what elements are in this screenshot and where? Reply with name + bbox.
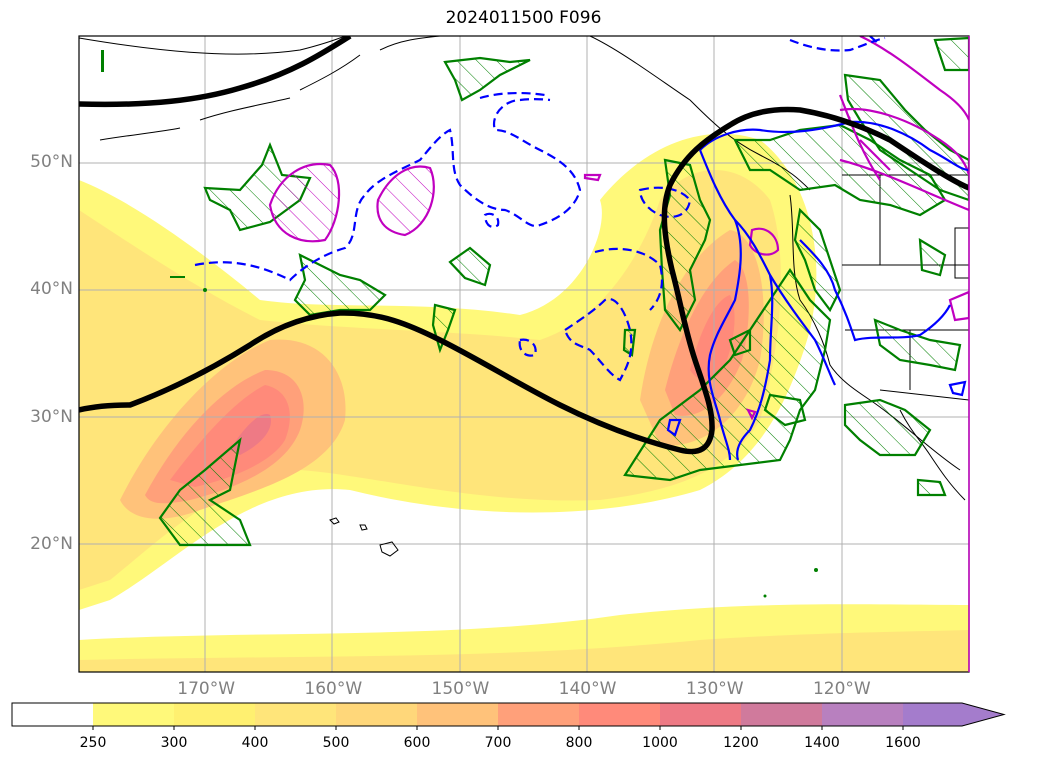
colorbar-tick-label: 300 [160, 735, 188, 751]
colorbar-tick-label: 250 [79, 735, 107, 751]
small-features [101, 50, 818, 598]
map-plot-area [79, 36, 969, 672]
lat-label: 20°N [30, 533, 73, 554]
lon-label: 140°W [558, 679, 617, 699]
colorbar-swatch [903, 703, 962, 726]
colorbar-swatch [579, 703, 660, 726]
lat-label: 30°N [30, 406, 73, 427]
lat-label: 40°N [30, 279, 73, 300]
colorbar-swatch [822, 703, 903, 726]
colorbar-tick-label: 1600 [885, 735, 921, 751]
colorbar-swatch [12, 703, 93, 726]
colorbar-extend-arrow [962, 703, 1004, 726]
colorbar [11, 702, 1006, 730]
colorbar-tick-label: 500 [322, 735, 350, 751]
green-hatched-regions [158, 36, 969, 547]
lat-label: 50°N [30, 152, 73, 173]
colorbar-swatch [336, 703, 417, 726]
colorbar-tick-label: 600 [403, 735, 431, 751]
lon-label: 120°W [812, 679, 871, 699]
colorbar-swatch [417, 703, 498, 726]
lon-label: 170°W [177, 679, 236, 699]
colorbar-tick-label: 400 [241, 735, 269, 751]
lon-label: 150°W [431, 679, 490, 699]
colorbar-swatch [660, 703, 741, 726]
colorbar-tick-label: 1000 [642, 735, 678, 751]
colorbar-tick-label: 1200 [723, 735, 759, 751]
colorbar-outline [11, 702, 1006, 727]
magenta-contours [268, 36, 969, 421]
lon-label: 130°W [685, 679, 744, 699]
colorbar-tick-label: 800 [565, 735, 593, 751]
map-title: 2024011500 F096 [445, 8, 602, 28]
colorbar-tick-label: 1400 [804, 735, 840, 751]
thick-black-contour [79, 36, 969, 455]
ivt-shading-southern-band [79, 604, 969, 672]
lon-label: 160°W [304, 679, 363, 699]
colorbar-swatch [498, 703, 579, 726]
colorbar-swatch [741, 703, 822, 726]
colorbar-swatch [93, 703, 174, 726]
colorbar-swatch [255, 703, 336, 726]
colorbar-swatch [174, 703, 255, 726]
colorbar-tick-label: 700 [484, 735, 512, 751]
